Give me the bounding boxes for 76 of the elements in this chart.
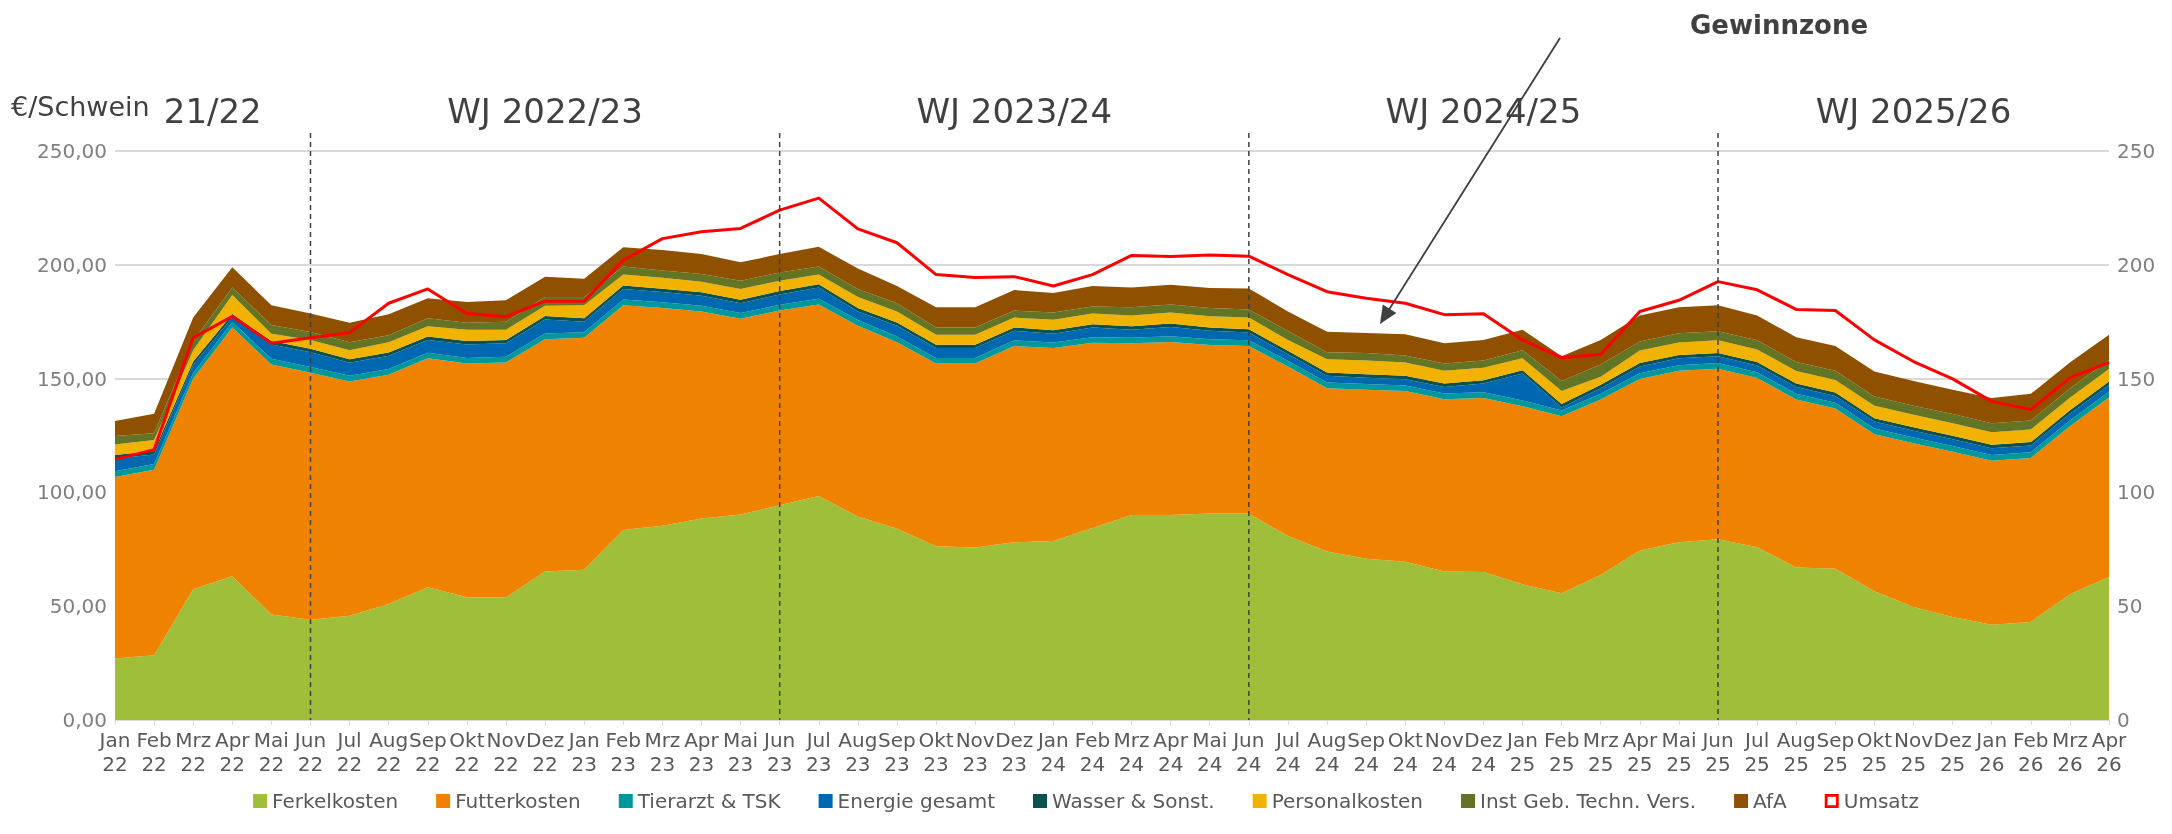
- x-tick-label: Okt 22: [449, 728, 485, 776]
- x-tick-label: Apr 24: [1153, 728, 1189, 776]
- legend-label: Tierarzt & TSK: [636, 789, 782, 813]
- text: WJ 2022/23: [447, 91, 643, 131]
- y2-tick-label: 250: [2117, 139, 2156, 163]
- x-tick-label: Jul 25: [1743, 728, 1770, 776]
- x-tick-label: Aug 22: [369, 728, 409, 776]
- y-tick-label: 150,00: [37, 366, 107, 391]
- legend-label: Inst Geb. Techn. Vers.: [1480, 789, 1697, 813]
- y-tick-label: 200,00: [37, 252, 107, 277]
- y-axis-title: €/Schwein: [11, 91, 150, 122]
- x-tick-label: Feb 25: [1543, 728, 1580, 776]
- y-tick-label: 100,00: [37, 480, 107, 505]
- legend-label: AfA: [1753, 789, 1788, 813]
- legend-label: Personalkosten: [1271, 789, 1424, 813]
- x-tick-label: Mrz 23: [644, 728, 681, 776]
- y2-tick-label: 100: [2117, 480, 2156, 505]
- legend-label: Energie gesamt: [837, 789, 996, 813]
- x-tick-label: Jan 26: [1974, 728, 2008, 776]
- line-series: [113, 196, 2111, 461]
- x-tick-label: Okt 23: [918, 728, 954, 776]
- y-tick-label: 250,00: [37, 139, 107, 163]
- x-tick-label: Jul 22: [335, 728, 363, 776]
- x-tick-label: Mai 23: [723, 728, 759, 776]
- x-tick-label: Apr 22: [214, 728, 251, 776]
- x-tick-label: Mai 24: [1192, 728, 1228, 776]
- x-tick-label: Jun 23: [762, 728, 796, 776]
- x-tick-label: Jun 22: [292, 728, 327, 776]
- x-tick-label: Mrz 26: [2051, 728, 2088, 776]
- x-tick-label: Okt 24: [1387, 728, 1423, 776]
- x-tick-label: Jul 24: [1273, 728, 1301, 776]
- x-tick-label: Nov 24: [1424, 728, 1465, 776]
- x-tick-label: Feb 24: [1074, 728, 1111, 776]
- x-tick-label: Mrz 24: [1113, 728, 1150, 776]
- legend-label: Umsatz: [1843, 789, 1919, 813]
- x-tick-label: Feb 22: [136, 728, 172, 776]
- x-tick-label: Sep 22: [408, 728, 447, 776]
- x-tick-label: Aug 23: [838, 728, 878, 776]
- x-tick-label: Apr 25: [1622, 728, 1658, 776]
- x-tick-label: Dez 25: [1933, 728, 1972, 776]
- x-tick-label: Jul 23: [804, 728, 832, 776]
- x-tick-label: Jan 24: [1035, 728, 1069, 776]
- legend-label: Futterkosten: [455, 789, 581, 813]
- x-tick-label: Apr 23: [684, 728, 720, 776]
- x-tick-label: Nov 25: [1893, 728, 1934, 776]
- y2-tick-label: 200: [2117, 252, 2156, 277]
- y2-tick-label: 150: [2117, 366, 2156, 391]
- x-tick-label: Jun 25: [1700, 728, 1734, 776]
- text: 21/22: [163, 91, 262, 131]
- x-tick-label: Jan 25: [1505, 728, 1538, 776]
- x-tick-label: Sep 24: [1347, 728, 1385, 776]
- x-tick-label: Okt 25: [1856, 728, 1893, 776]
- x-tick-label: Mai 25: [1661, 728, 1697, 776]
- text: WJ 2025/26: [1815, 91, 2012, 131]
- x-tick-label: Mai 22: [253, 728, 289, 776]
- x-tick-label: Aug 25: [1776, 728, 1816, 776]
- x-tick-label: Mrz 22: [175, 728, 212, 776]
- x-tick-label: Nov 23: [955, 728, 995, 776]
- x-tick-label: Jan 23: [566, 728, 600, 776]
- x-tick-label: Jun 24: [1231, 728, 1265, 776]
- x-tick-label: Mrz 25: [1582, 728, 1619, 776]
- x-tick-label: Feb 23: [605, 728, 641, 776]
- x-tick-label: Sep 23: [878, 728, 916, 776]
- text: Gewinnzone: [1690, 10, 1869, 40]
- x-tick-label: Nov 22: [486, 728, 526, 776]
- x-tick-label: Dez 22: [525, 728, 565, 776]
- x-tick-label: Dez 23: [995, 728, 1034, 776]
- y2-tick-label: 50: [2117, 594, 2143, 619]
- legend-label: Ferkelkosten: [272, 789, 399, 813]
- x-tick-label: Dez 24: [1464, 728, 1503, 776]
- x-tick-label: Sep 25: [1816, 728, 1855, 776]
- text: WJ 2023/24: [916, 91, 1113, 131]
- legend-label: Wasser & Sonst.: [1052, 789, 1215, 813]
- y-tick-label: 50,00: [49, 594, 107, 619]
- x-tick-label: Feb 26: [2013, 728, 2049, 776]
- x-tick-label: Aug 24: [1307, 728, 1347, 776]
